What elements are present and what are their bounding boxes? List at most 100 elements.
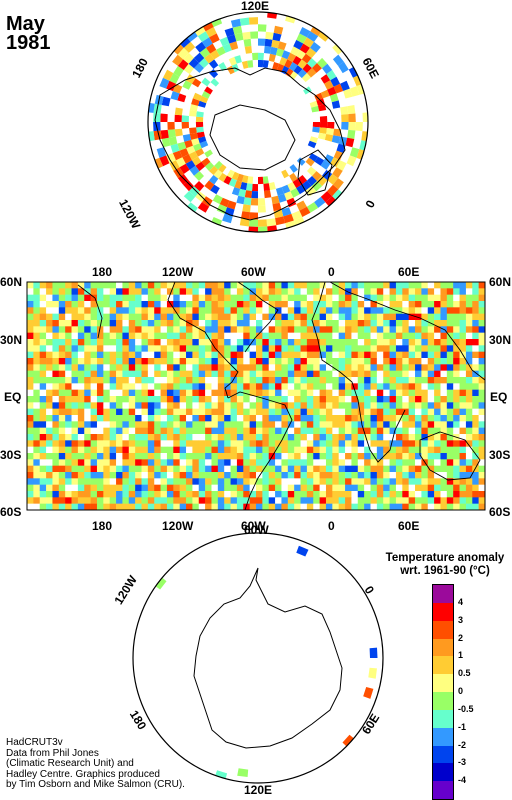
anomaly-cell <box>217 282 225 289</box>
anomaly-cell <box>249 440 257 447</box>
anomaly-cell <box>472 396 479 403</box>
anomaly-cell <box>58 396 66 403</box>
anomaly-cell <box>351 377 359 384</box>
polar-anomaly-cell <box>201 90 211 99</box>
anomaly-cell <box>52 320 60 327</box>
anomaly-cell <box>306 377 314 384</box>
anomaly-cell <box>306 497 314 504</box>
anomaly-cell <box>364 313 371 321</box>
anomaly-cell <box>319 332 327 340</box>
anomaly-cell <box>478 465 485 473</box>
anomaly-cell <box>389 301 397 308</box>
anomaly-cell <box>90 427 98 435</box>
anomaly-cell <box>421 427 429 435</box>
anomaly-cell <box>46 351 53 359</box>
anomaly-cell <box>217 332 225 340</box>
anomaly-cell <box>39 402 47 409</box>
polar-anomaly-cell <box>264 38 273 47</box>
anomaly-cell <box>440 383 448 390</box>
anomaly-cell <box>27 427 34 435</box>
anomaly-cell <box>294 497 301 504</box>
legend-swatch <box>433 638 453 657</box>
anomaly-cell <box>395 472 403 479</box>
anomaly-cell <box>325 320 333 327</box>
anomaly-cell <box>281 282 289 289</box>
anomaly-cell <box>128 282 136 289</box>
anomaly-cell <box>434 472 441 479</box>
anomaly-cell <box>211 472 219 479</box>
anomaly-cell <box>370 364 378 371</box>
anomaly-cell <box>415 459 422 466</box>
anomaly-cell <box>421 345 429 352</box>
polar-anomaly-cell <box>299 43 310 54</box>
anomaly-cell <box>434 434 441 441</box>
anomaly-cell <box>154 497 161 504</box>
anomaly-cell <box>58 339 66 346</box>
anomaly-cell <box>173 313 180 321</box>
anomaly-cell <box>96 453 104 460</box>
anomaly-cell <box>198 377 206 384</box>
anomaly-cell <box>33 282 41 289</box>
anomaly-cell <box>186 408 193 416</box>
anomaly-cell <box>325 288 333 295</box>
polar-anomaly-cell <box>189 110 197 117</box>
polar-anomaly-cell <box>177 93 187 103</box>
polar-anomaly-cell <box>314 156 325 166</box>
anomaly-cell <box>135 282 142 289</box>
anomaly-cell <box>103 459 110 466</box>
anomaly-cell <box>281 415 289 422</box>
anomaly-cell <box>319 408 327 416</box>
anomaly-cell <box>446 326 454 333</box>
anomaly-cell <box>96 434 104 441</box>
anomaly-cell <box>230 320 238 327</box>
polar-anomaly-cell <box>148 102 155 113</box>
anomaly-cell <box>319 421 327 428</box>
anomaly-cell <box>262 364 270 371</box>
anomaly-cell <box>173 434 180 441</box>
polar-anomaly-cell <box>210 78 220 87</box>
anomaly-cell <box>243 453 250 460</box>
polar-anomaly-cell <box>178 36 191 48</box>
anomaly-cell <box>459 459 467 466</box>
anomaly-cell <box>370 282 378 289</box>
polar-anomaly-cell <box>166 80 176 91</box>
anomaly-cell <box>300 415 308 422</box>
anomaly-cell <box>33 408 41 416</box>
anomaly-cell <box>230 472 238 479</box>
polar-anomaly-cell <box>348 113 356 122</box>
anomaly-cell <box>262 301 270 308</box>
anomaly-cell <box>281 389 289 397</box>
anomaly-cell <box>415 389 422 397</box>
anomaly-cell <box>332 408 339 416</box>
anomaly-cell <box>370 465 378 473</box>
anomaly-cell <box>224 440 231 447</box>
anomaly-cell <box>141 288 149 295</box>
anomaly-cell <box>52 484 60 492</box>
anomaly-cell <box>306 332 314 340</box>
anomaly-cell <box>402 389 409 397</box>
anomaly-cell <box>179 364 187 371</box>
anomaly-cell <box>319 402 327 409</box>
anomaly-cell <box>27 396 34 403</box>
anomaly-cell <box>478 459 485 466</box>
anomaly-cell <box>332 465 339 473</box>
polar-anomaly-cell <box>347 129 356 139</box>
anomaly-cell <box>370 415 378 422</box>
polar-anomaly-cell <box>208 59 219 69</box>
anomaly-cell <box>427 383 435 390</box>
anomaly-cell <box>52 383 60 390</box>
anomaly-cell <box>224 472 231 479</box>
anomaly-cell <box>46 339 53 346</box>
anomaly-cell <box>440 345 448 352</box>
anomaly-cell <box>440 320 448 327</box>
anomaly-cell <box>434 440 441 447</box>
anomaly-cell <box>268 503 276 510</box>
anomaly-cell <box>71 364 79 371</box>
anomaly-cell <box>84 320 91 327</box>
anomaly-cell <box>453 294 460 302</box>
polar-anomaly-cell <box>192 92 202 101</box>
anomaly-cell <box>408 396 416 403</box>
anomaly-cell <box>300 351 308 359</box>
anomaly-cell <box>211 402 219 409</box>
anomaly-cell <box>173 332 180 340</box>
